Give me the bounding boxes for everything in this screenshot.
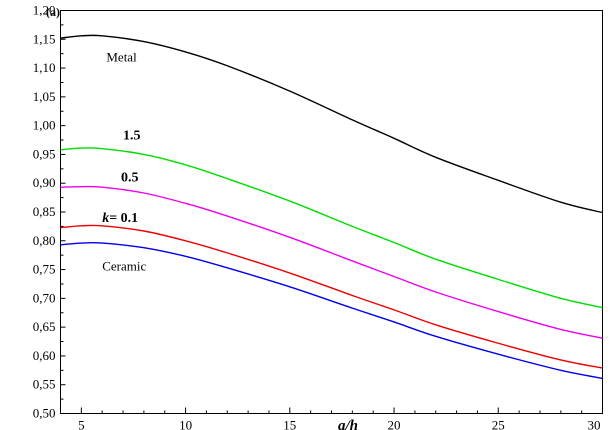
y-tick-label: 0,90 [33,175,56,190]
series-layer [60,34,603,380]
x-tick-label: 25 [492,418,505,430]
y-tick-label: 0,60 [33,348,56,363]
series-line-metal [60,34,603,214]
x-tick-label: 10 [179,418,192,430]
x-axis: 5 10 15 20 25 30 [60,407,603,430]
curve-label: 1.5 [123,128,140,143]
y-tick-label: 1,00 [33,118,56,133]
y-tick-label: 0,95 [33,146,56,161]
curve-label: Ceramic [102,259,146,274]
y-tick-label: 0,80 [33,233,56,248]
y-tick-label: 1,20 [33,3,56,18]
y-axis: 0,50 0,55 0,60 0,65 0,70 0,75 0,80 0,85 0,90 0,95… [33,3,66,421]
y-tick-label: 0,65 [33,319,56,334]
x-tick-label: 30 [588,418,601,430]
panel-label: (a) [46,5,60,19]
series-line-ceramic [60,241,603,380]
y-tick-label: 1,10 [33,60,56,75]
y-tick-label: 1,15 [33,31,56,46]
series-line-1-5 [60,147,603,309]
curve-label: k= 0.1 [102,211,138,226]
y-tick-label: 0,70 [33,290,56,305]
curve-label: 0.5 [121,170,139,185]
y-tick-label: 1,05 [33,89,56,104]
series-line-k-0-1 [60,224,603,369]
x-axis-label: a/h [338,418,358,430]
x-tick-label: 5 [78,418,85,430]
annotation-layer: Metal 1.5 0.5 k= 0.1 Ceramic [102,50,146,274]
y-tick-label: 0,50 [33,406,56,421]
y-tick-label: 0,75 [33,262,56,277]
y-tick-label: 0,55 [33,377,56,392]
curve-label: Metal [106,50,137,65]
x-tick-label: 20 [388,418,401,430]
plot-frame [60,10,603,414]
y-tick-label: 0,85 [33,204,56,219]
series-line-0-5 [60,185,603,339]
x-tick-label: 15 [283,418,296,430]
